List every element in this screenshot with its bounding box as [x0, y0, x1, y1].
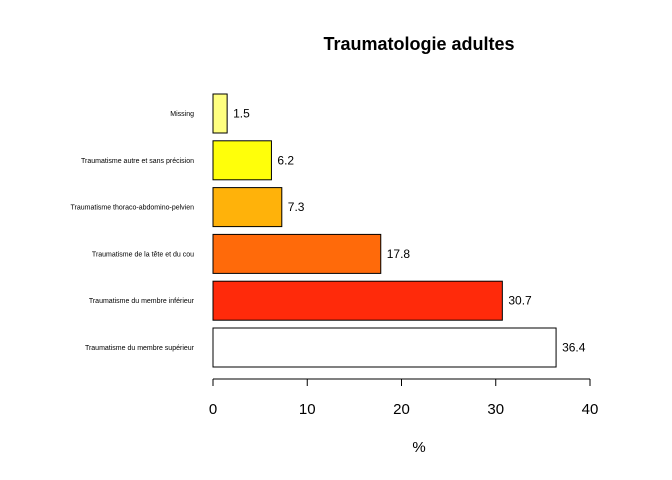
x-tick-label: 40 — [582, 401, 599, 418]
data-label: 17.8 — [387, 247, 411, 261]
data-label: 7.3 — [288, 200, 305, 214]
x-axis: 0 10 20 30 40 — [209, 378, 599, 418]
category-label: Traumatisme autre et sans précision — [81, 158, 194, 165]
x-tick-label: 0 — [209, 401, 217, 418]
category-label: Missing — [170, 111, 194, 118]
chart-title: Traumatologie adultes — [323, 34, 514, 54]
bar — [212, 140, 272, 181]
x-tick-label: 10 — [299, 401, 316, 418]
category-label: Traumatisme du membre supérieur — [85, 345, 195, 352]
data-label: 30.7 — [508, 294, 532, 308]
bars-layer: 36.4 Traumatisme du membre supérieur 30.7 T… — [71, 93, 586, 368]
x-tick-label: 20 — [393, 401, 410, 418]
bar — [212, 327, 557, 368]
bar — [212, 280, 503, 321]
category-label: Traumatisme du membre inférieur — [89, 298, 195, 305]
data-label: 6.2 — [277, 153, 294, 167]
data-label: 1.5 — [233, 107, 250, 121]
category-label: Traumatisme de la tête et du cou — [92, 251, 194, 258]
x-axis-title: % — [412, 439, 425, 456]
bar — [212, 233, 382, 274]
category-label: Traumatisme thoraco-abdomino-pelvien — [71, 205, 195, 212]
bar — [212, 93, 228, 134]
data-label: 36.4 — [562, 341, 586, 355]
bar — [212, 187, 283, 228]
x-tick-label: 30 — [487, 401, 504, 418]
